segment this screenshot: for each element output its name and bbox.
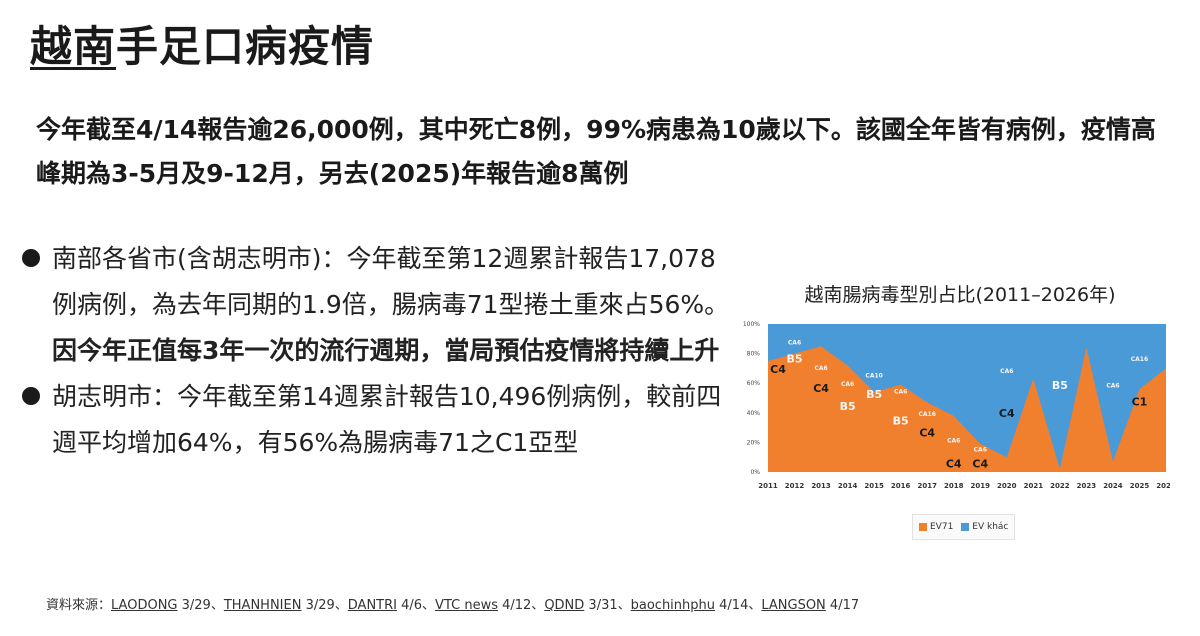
x-tick-label: 2017 xyxy=(917,482,937,490)
x-tick-label: 2011 xyxy=(758,482,778,490)
source-link[interactable]: VTC news xyxy=(435,598,498,613)
annotation-label: C4 xyxy=(919,426,935,439)
bullet-list: 南部各省市(含胡志明市)：今年截至第12週累計報告17,078例病例，為去年同期… xyxy=(22,236,732,466)
area-ev71 xyxy=(768,346,1166,472)
x-tick-label: 2018 xyxy=(944,482,964,490)
annotation-label: CA6 xyxy=(814,365,827,372)
bullet-item-south: 南部各省市(含胡志明市)：今年截至第12週累計報告17,078例病例，為去年同期… xyxy=(22,236,732,374)
x-tick-label: 2021 xyxy=(1024,482,1044,490)
x-tick-label: 2025 xyxy=(1130,482,1150,490)
page-title-rest: 手足口病疫情 xyxy=(116,22,375,71)
enterovirus-area-chart: 0% 20% 40% 60% 80% 100% 2011 2012 2013 2014 2015 20… xyxy=(743,321,1170,490)
x-tick-label: 2016 xyxy=(891,482,911,490)
annotation-label: C4 xyxy=(946,458,962,471)
x-tick-label: 2015 xyxy=(864,482,884,490)
bullet-dot-icon xyxy=(22,387,40,405)
x-tick-label: 2014 xyxy=(838,482,858,490)
annotation-label: CA6 xyxy=(947,437,960,444)
annotation-label: CA16 xyxy=(1131,356,1148,363)
x-tick-label: 2023 xyxy=(1077,482,1097,490)
source-line: 資料來源：LAODONG 3/29、THANHNIEN 3/29、DANTRI … xyxy=(46,594,859,613)
annotation-label: C4 xyxy=(813,382,829,395)
source-prefix: 資料來源： xyxy=(46,598,112,613)
annotation-label: CA10 xyxy=(865,372,882,379)
source-date: 3/29、 xyxy=(177,598,224,613)
annotation-label: CA6 xyxy=(841,381,854,388)
source-date: 4/14、 xyxy=(715,598,762,613)
legend-label-ev-other: EV khác xyxy=(972,522,1009,532)
y-tick-label: 0% xyxy=(750,469,760,476)
bullet-emphasis-south: 因今年正值每3年一次的流行週期，當局預估疫情將持續上升 xyxy=(52,336,720,365)
x-tick-label: 2012 xyxy=(785,482,805,490)
source-link[interactable]: QDND xyxy=(544,598,585,613)
source-link[interactable]: THANHNIEN xyxy=(223,598,302,613)
source-date: 3/29、 xyxy=(301,598,348,613)
chart-title: 越南腸病毒型別占比(2011–2026年) xyxy=(804,284,1116,306)
page-title-underlined: 越南 xyxy=(30,22,117,71)
y-tick-label: 100% xyxy=(743,321,760,328)
legend-swatch-ev-other xyxy=(961,522,970,531)
x-tick-label: 2022 xyxy=(1050,482,1070,490)
annotation-label: C4 xyxy=(770,363,786,376)
annotation-label: CA6 xyxy=(788,340,801,347)
summary-text: 今年截至4/14報告逾26,000例，其中死亡8例，99%病患為10歲以下。該國… xyxy=(36,115,1156,188)
y-tick-label: 40% xyxy=(747,410,761,417)
annotation-label: CA6 xyxy=(974,446,987,453)
annotation-label: B5 xyxy=(866,388,882,401)
annotation-label: B5 xyxy=(1052,379,1068,392)
x-tick-label: 2026 xyxy=(1156,482,1170,490)
annotation-label: C4 xyxy=(972,458,988,471)
bullet-dot-icon xyxy=(22,249,40,267)
annotation-label: C1 xyxy=(1132,395,1148,408)
annotation-label: C4 xyxy=(999,407,1015,420)
y-tick-label: 80% xyxy=(747,351,761,358)
x-tick-label: 2020 xyxy=(997,482,1017,490)
bullet-text-south: 南部各省市(含胡志明市)：今年截至第12週累計報告17,078例病例，為去年同期… xyxy=(52,244,730,319)
y-tick-label: 60% xyxy=(747,380,761,387)
source-date: 4/12、 xyxy=(497,598,545,613)
y-tick-label: 20% xyxy=(747,439,761,446)
annotation-label: CA6 xyxy=(1000,368,1013,375)
bullet-text-hcmc: 胡志明市：今年截至第14週累計報告10,496例病例，較前四週平均增加64%，有… xyxy=(52,382,722,457)
source-link[interactable]: LAODONG xyxy=(111,598,178,613)
annotation-label: B5 xyxy=(787,352,803,365)
page-title: 越南手足口病疫情 xyxy=(30,22,374,72)
source-list: LAODONG 3/29、THANHNIEN 3/29、DANTRI 4/6、V… xyxy=(111,598,859,613)
legend-item-ev-other: EV khác xyxy=(961,522,1008,532)
chart-legend: EV71 EV khác xyxy=(912,514,1016,540)
source-link[interactable]: DANTRI xyxy=(347,598,397,613)
x-tick-label: 2019 xyxy=(971,482,991,490)
legend-swatch-ev71 xyxy=(919,522,927,531)
annotation-label: CA6 xyxy=(894,389,907,396)
annotation-label: B5 xyxy=(893,415,909,428)
source-date: 4/6、 xyxy=(396,598,436,613)
legend-item-ev71: EV71 xyxy=(919,522,953,532)
x-tick-label: 2013 xyxy=(811,482,831,490)
source-date: 3/31、 xyxy=(584,598,631,613)
annotation-label: B5 xyxy=(840,400,856,413)
legend-label-ev71: EV71 xyxy=(930,522,954,532)
annotation-label: CA16 xyxy=(918,411,935,418)
x-tick-label: 2024 xyxy=(1103,482,1123,490)
annotation-label: CA6 xyxy=(1106,383,1119,390)
source-date: 4/17 xyxy=(825,598,860,613)
bullet-item-hcmc: 胡志明市：今年截至第14週累計報告10,496例病例，較前四週平均增加64%，有… xyxy=(22,374,732,466)
source-link[interactable]: LANGSON xyxy=(761,598,826,613)
source-link[interactable]: baochinhphu xyxy=(630,598,716,613)
